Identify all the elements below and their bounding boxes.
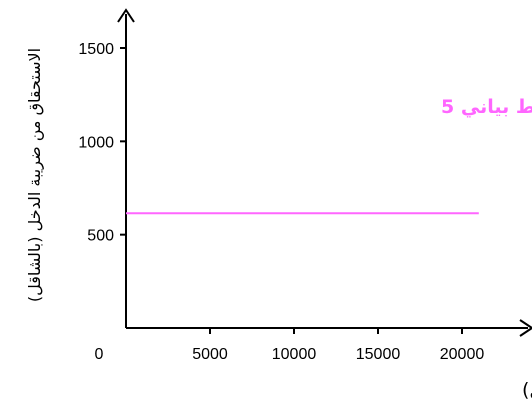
- y-tick-label: 1500: [78, 41, 114, 58]
- x-tick-label: 20000: [440, 346, 485, 363]
- x-tick-label: 0: [95, 346, 104, 363]
- x-axis-title: الراتب الشامل (بالشاقل): [522, 379, 532, 401]
- x-ticks: 0 5000 10000 15000 20000: [95, 328, 485, 363]
- x-tick-label: 10000: [272, 346, 317, 363]
- y-tick-label: 1000: [78, 134, 114, 151]
- y-axis-arrowhead: [117, 8, 135, 23]
- series-label: خط بياني 5: [441, 96, 532, 118]
- x-tick-label: 5000: [192, 346, 228, 363]
- y-ticks: 500 1000 1500: [78, 41, 126, 245]
- y-tick-label: 500: [87, 228, 114, 245]
- x-tick-label: 15000: [356, 346, 401, 363]
- y-axis-title: الاستحقاق من ضريبة الدخل (بالشاقل): [25, 48, 45, 302]
- x-axis-arrowhead: [519, 319, 532, 337]
